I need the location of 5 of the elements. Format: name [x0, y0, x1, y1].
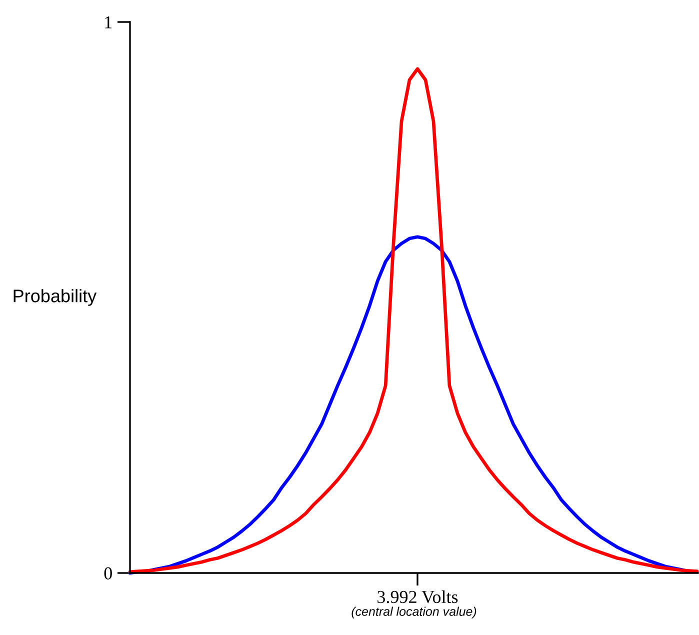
y-tick-label: 1 — [105, 16, 112, 28]
x-tick-label: 3.992 Volts — [378, 590, 458, 604]
y-axis-title: Probability — [14, 289, 97, 306]
y-tick-label: 0 — [104, 567, 112, 580]
x-axis-title: (central location value) — [352, 606, 476, 618]
